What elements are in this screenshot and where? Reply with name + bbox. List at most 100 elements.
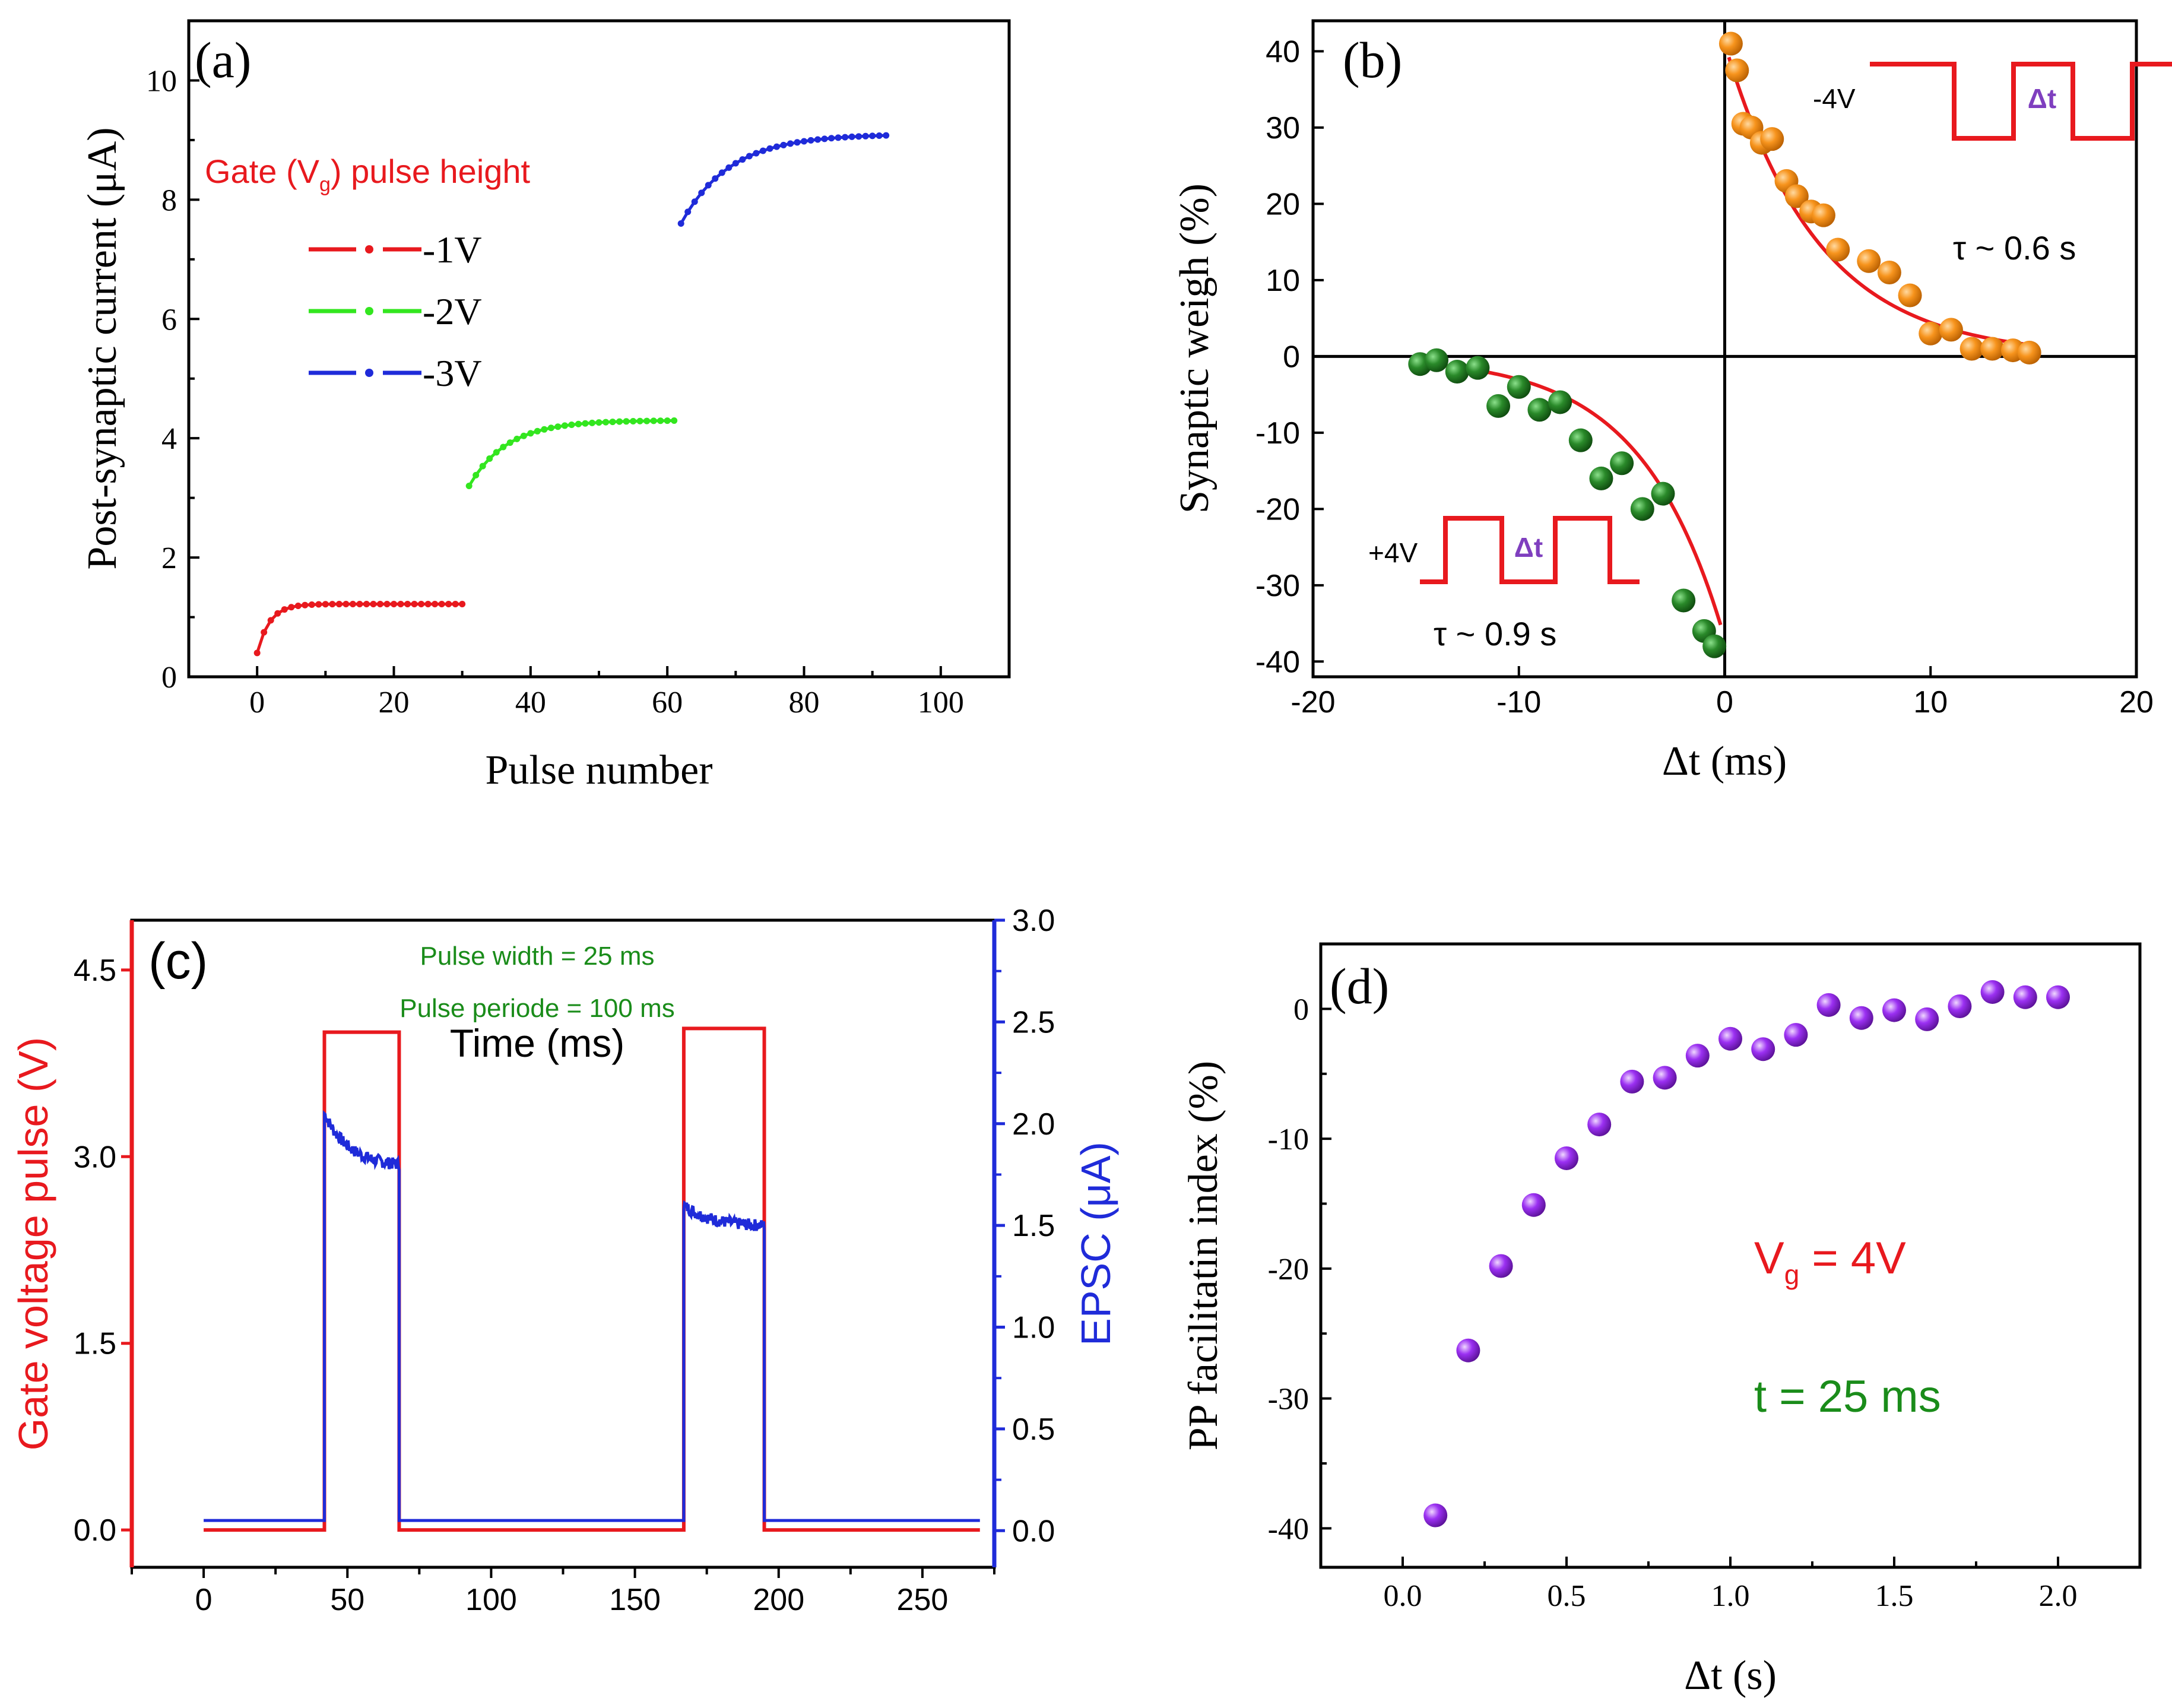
data-point-negative <box>1466 356 1490 380</box>
data-point-positive <box>1980 337 2005 361</box>
data-point--1V <box>253 649 261 657</box>
x-tick-label-d: 2.0 <box>2039 1579 2078 1613</box>
x-tick-label-a: 0 <box>249 686 265 720</box>
series-group-a <box>253 132 890 657</box>
data-point-negative <box>1548 390 1572 414</box>
data-point-d <box>1620 1069 1644 1094</box>
x-tick-label-b: -10 <box>1496 685 1541 720</box>
x-tick-label-b: 0 <box>1716 685 1733 720</box>
y-axis-title-right-c: EPSC (μA) <box>1073 1142 1119 1346</box>
x-tick-label-a: 80 <box>789 686 820 720</box>
data-point-d <box>1587 1113 1612 1137</box>
panel-b: -20 -10 0 10 20 -40 -30 -20 -10 0 10 20 30 40 (b) Δt … <box>1172 19 2172 784</box>
data-point-d <box>1915 1007 1939 1031</box>
data-point--1V <box>322 601 329 608</box>
y-tick-label-left-c: 3.0 <box>74 1140 116 1174</box>
data-point--2V <box>561 422 568 429</box>
data-point--3V <box>780 141 787 148</box>
data-point--2V <box>616 418 623 425</box>
data-point-positive <box>1939 318 1963 342</box>
x-tick-label-c: 150 <box>609 1583 661 1617</box>
data-point-d <box>1816 993 1841 1017</box>
axis-ticks-d: 0.0 0.5 1.0 1.5 2.0 -40 -30 -20 -10 0 <box>1268 993 2078 1613</box>
data-point--1V <box>432 600 439 607</box>
annotation-t: t = 25 ms <box>1754 1371 1941 1422</box>
legend-label--1V: -1V <box>423 229 482 271</box>
pulse-schematic-pos <box>1420 516 1640 584</box>
data-point-negative <box>1651 481 1675 506</box>
legend-label--3V: -3V <box>423 352 482 394</box>
data-point-d <box>1849 1006 1873 1030</box>
x-tick-label-d: 0.0 <box>1384 1579 1422 1613</box>
data-point-d <box>1948 994 1972 1018</box>
x-tick-label-a: 40 <box>515 686 546 720</box>
panel-c: 0 50 100 150 200 250 0.0 1.5 3.0 4.5 0.0 0.5 1.0 1.5 2… <box>10 904 1119 1617</box>
data-point--2V <box>623 418 630 425</box>
axis-ticks-b: -20 -10 0 10 20 -40 -30 -20 -10 0 10 20 30 40 <box>1255 21 2154 720</box>
data-point-negative <box>1672 588 1696 613</box>
data-point--2V <box>595 419 603 426</box>
data-point--2V <box>486 455 493 462</box>
y-tick-label-d: -20 <box>1268 1253 1309 1286</box>
data-point--1V <box>288 604 295 611</box>
data-point--3V <box>766 145 773 152</box>
data-point--3V <box>684 208 692 216</box>
data-point-positive <box>1959 337 1984 361</box>
data-point-positive <box>1919 321 1943 346</box>
data-point--3V <box>828 135 835 142</box>
data-point--2V <box>664 417 671 424</box>
data-point--1V <box>335 601 343 608</box>
legend-marker--1V <box>365 245 373 253</box>
data-point--3V <box>691 198 698 205</box>
data-point--2V <box>568 421 575 428</box>
data-point-d <box>1456 1338 1480 1362</box>
panel-d: 0.0 0.5 1.0 1.5 2.0-40-30-20-100 (d) Δt (s) … <box>1181 942 2142 1699</box>
x-tick-label-a: 20 <box>379 686 410 720</box>
pulse-schematic-neg <box>1870 62 2172 141</box>
data-point--1V <box>445 600 452 607</box>
gate-voltage-trace <box>204 1026 980 1532</box>
y-tick-label-b: -10 <box>1255 416 1300 451</box>
data-point--3V <box>677 220 684 227</box>
data-point--3V <box>712 175 719 182</box>
panel-a: 0 20 40 60 80 100 0 2 4 6 8 10 (a) Pulse number Pos… <box>80 19 1011 793</box>
panel-label-a: (a) <box>195 31 251 88</box>
x-axis-title-a: Pulse number <box>485 747 712 793</box>
panel-label-b: (b) <box>1343 31 1402 88</box>
axis-ticks-a: 0 20 40 60 80 100 0 2 4 6 8 10 <box>146 20 1010 720</box>
data-point--2V <box>547 424 554 432</box>
series-group-b <box>1408 31 2041 658</box>
x-tick-label-b: 20 <box>2119 685 2154 720</box>
series-line--2V <box>468 419 674 487</box>
series-group-c <box>204 1026 980 1532</box>
data-point-d <box>2013 985 2037 1009</box>
data-point--2V <box>493 449 500 456</box>
legend-title-part-1: Gate (V <box>205 153 320 190</box>
data-point--3V <box>883 132 890 139</box>
data-point--2V <box>534 427 541 435</box>
y-axis-title-a: Post-synaptic current (μA) <box>80 127 125 569</box>
y-tick-label-left-c: 1.5 <box>74 1327 116 1361</box>
data-point--3V <box>739 156 746 163</box>
data-point--2V <box>513 435 521 442</box>
data-point-d <box>2046 985 2070 1009</box>
x-tick-label-c: 250 <box>897 1583 949 1617</box>
data-point--1V <box>329 601 336 608</box>
data-point--1V <box>281 606 288 613</box>
data-point--3V <box>835 134 842 141</box>
y-tick-label-a: 6 <box>161 303 177 337</box>
data-point--2V <box>527 430 534 437</box>
pulse-label-pos: +4V <box>1368 537 1418 568</box>
data-point-negative <box>1486 394 1511 418</box>
y-tick-label-a: 4 <box>161 422 177 456</box>
data-point-d <box>1423 1503 1448 1528</box>
data-point--2V <box>643 417 651 424</box>
data-point--2V <box>520 432 527 439</box>
y-tick-label-a: 8 <box>161 183 177 217</box>
data-point--3V <box>725 164 733 171</box>
x-tick-label-a: 60 <box>652 686 683 720</box>
legend-marker--3V <box>365 369 373 377</box>
data-point--1V <box>302 601 309 609</box>
legend-a: -1V -2V -3V <box>309 229 482 394</box>
data-point-negative <box>1507 375 1531 399</box>
